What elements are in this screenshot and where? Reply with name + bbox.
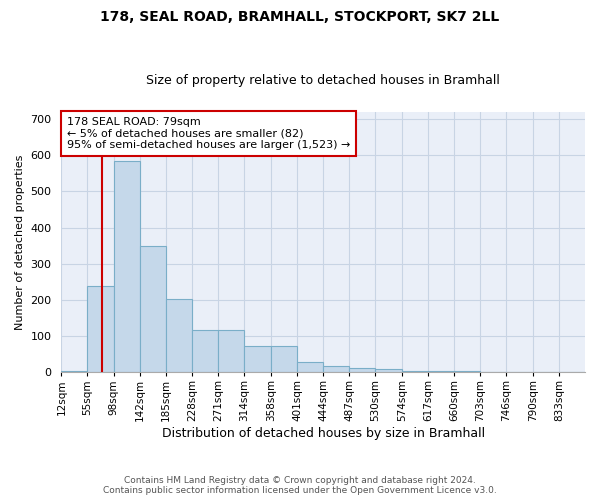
Text: 178, SEAL ROAD, BRAMHALL, STOCKPORT, SK7 2LL: 178, SEAL ROAD, BRAMHALL, STOCKPORT, SK7… — [100, 10, 500, 24]
Bar — [113, 160, 140, 372]
Bar — [323, 366, 349, 372]
X-axis label: Distribution of detached houses by size in Bramhall: Distribution of detached houses by size … — [161, 427, 485, 440]
Bar — [61, 370, 88, 372]
Bar — [88, 286, 113, 372]
Bar — [244, 346, 271, 372]
Bar — [428, 370, 454, 372]
Y-axis label: Number of detached properties: Number of detached properties — [15, 154, 25, 330]
Bar — [297, 362, 323, 372]
Bar — [218, 330, 244, 372]
Bar — [140, 246, 166, 372]
Title: Size of property relative to detached houses in Bramhall: Size of property relative to detached ho… — [146, 74, 500, 87]
Bar — [271, 346, 297, 372]
Bar — [166, 298, 193, 372]
Text: Contains HM Land Registry data © Crown copyright and database right 2024.
Contai: Contains HM Land Registry data © Crown c… — [103, 476, 497, 495]
Bar — [376, 370, 402, 372]
Bar — [454, 370, 480, 372]
Bar — [402, 370, 428, 372]
Text: 178 SEAL ROAD: 79sqm
← 5% of detached houses are smaller (82)
95% of semi-detach: 178 SEAL ROAD: 79sqm ← 5% of detached ho… — [67, 117, 350, 150]
Bar — [349, 368, 376, 372]
Bar — [193, 330, 218, 372]
